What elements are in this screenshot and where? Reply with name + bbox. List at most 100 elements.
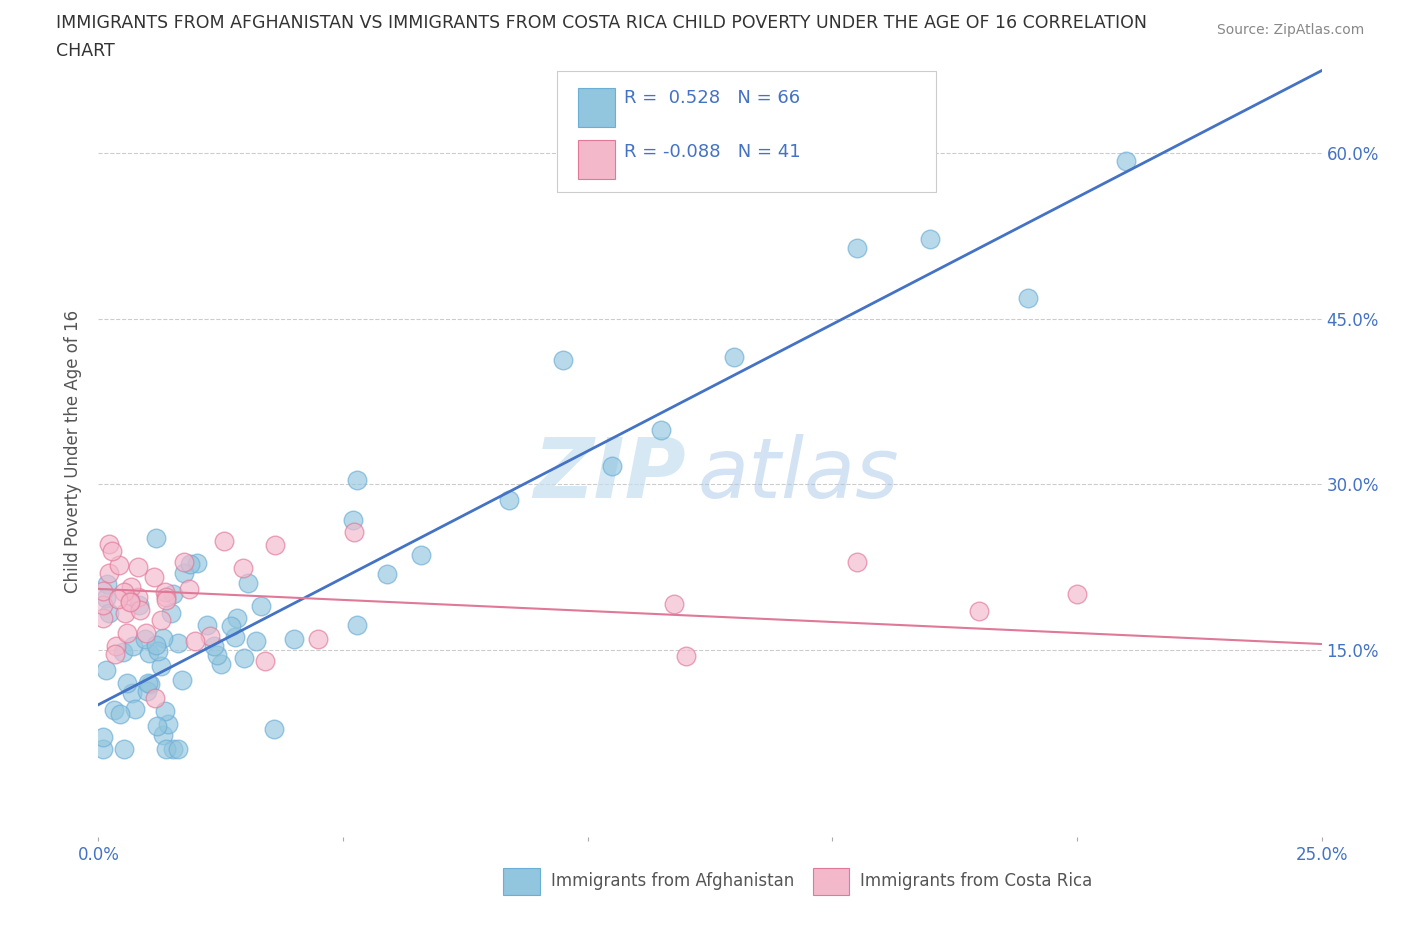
- Point: [97, 565, 120, 580]
- Point: [152, 631, 174, 645]
- Point: [179, 557, 201, 572]
- Point: [112, 741, 135, 756]
- Point: [224, 630, 246, 644]
- Text: Source: ZipAtlas.com: Source: ZipAtlas.com: [1216, 23, 1364, 37]
- Point: [1066, 586, 1088, 601]
- Point: [127, 590, 149, 604]
- Point: [263, 722, 285, 737]
- Point: [139, 676, 162, 691]
- Point: [115, 676, 138, 691]
- Point: [264, 538, 287, 552]
- Point: [150, 612, 173, 627]
- Text: Immigrants from Costa Rica: Immigrants from Costa Rica: [860, 872, 1092, 890]
- Point: [1115, 153, 1137, 168]
- Point: [184, 633, 207, 648]
- FancyBboxPatch shape: [557, 71, 936, 193]
- Point: [283, 631, 305, 646]
- Point: [153, 704, 176, 719]
- Point: [162, 586, 184, 601]
- Point: [498, 492, 520, 507]
- Point: [128, 598, 150, 613]
- Point: [101, 544, 124, 559]
- Point: [115, 626, 138, 641]
- Point: [112, 584, 135, 599]
- Point: [170, 673, 193, 688]
- Bar: [578, 88, 614, 126]
- Point: [145, 638, 167, 653]
- Point: [93, 611, 115, 626]
- Point: [346, 472, 368, 487]
- Point: [148, 644, 170, 658]
- Point: [177, 582, 200, 597]
- Point: [135, 626, 157, 641]
- Text: CHART: CHART: [56, 42, 115, 60]
- Point: [225, 610, 247, 625]
- Y-axis label: Child Poverty Under the Age of 16: Child Poverty Under the Age of 16: [65, 310, 83, 592]
- Point: [96, 663, 118, 678]
- Point: [138, 646, 160, 661]
- Point: [245, 633, 267, 648]
- Bar: [578, 140, 614, 179]
- Point: [173, 554, 195, 569]
- Point: [845, 240, 868, 255]
- Point: [650, 423, 672, 438]
- Point: [128, 602, 150, 617]
- Point: [145, 530, 167, 545]
- Point: [107, 591, 129, 606]
- Point: [236, 576, 259, 591]
- Point: [342, 512, 364, 527]
- Point: [108, 557, 131, 572]
- Point: [91, 729, 114, 744]
- Point: [114, 605, 136, 620]
- Point: [121, 685, 143, 700]
- Point: [155, 593, 177, 608]
- Point: [108, 707, 131, 722]
- Point: [723, 350, 745, 365]
- Point: [124, 701, 146, 716]
- Point: [127, 560, 149, 575]
- Point: [149, 658, 172, 673]
- Point: [411, 547, 433, 562]
- Point: [232, 650, 254, 665]
- Point: [103, 702, 125, 717]
- Point: [375, 566, 398, 581]
- Point: [112, 644, 135, 659]
- Point: [122, 639, 145, 654]
- Point: [207, 647, 229, 662]
- Text: IMMIGRANTS FROM AFGHANISTAN VS IMMIGRANTS FROM COSTA RICA CHILD POVERTY UNDER TH: IMMIGRANTS FROM AFGHANISTAN VS IMMIGRANT…: [56, 14, 1147, 32]
- Point: [307, 631, 329, 646]
- Point: [104, 639, 127, 654]
- Point: [120, 593, 142, 608]
- Point: [675, 648, 697, 663]
- Point: [146, 719, 169, 734]
- Text: atlas: atlas: [697, 433, 900, 514]
- Point: [198, 629, 221, 644]
- Point: [967, 604, 990, 618]
- Point: [250, 598, 273, 613]
- Point: [920, 232, 942, 246]
- Point: [221, 618, 243, 633]
- Point: [209, 657, 232, 671]
- Point: [253, 653, 276, 668]
- Point: [553, 352, 575, 367]
- Point: [94, 591, 117, 605]
- Point: [118, 595, 141, 610]
- Point: [167, 636, 190, 651]
- Point: [91, 584, 114, 599]
- Point: [97, 537, 120, 551]
- Point: [195, 618, 218, 632]
- Point: [136, 676, 159, 691]
- Point: [845, 554, 868, 569]
- Point: [91, 741, 114, 756]
- Point: [96, 577, 118, 591]
- Point: [143, 691, 166, 706]
- Point: [103, 647, 125, 662]
- Point: [142, 569, 165, 584]
- Point: [97, 605, 120, 620]
- Point: [160, 605, 183, 620]
- Point: [346, 618, 368, 632]
- Text: R =  0.528   N = 66: R = 0.528 N = 66: [624, 89, 800, 107]
- Point: [91, 597, 114, 612]
- Point: [152, 727, 174, 742]
- Point: [134, 631, 156, 646]
